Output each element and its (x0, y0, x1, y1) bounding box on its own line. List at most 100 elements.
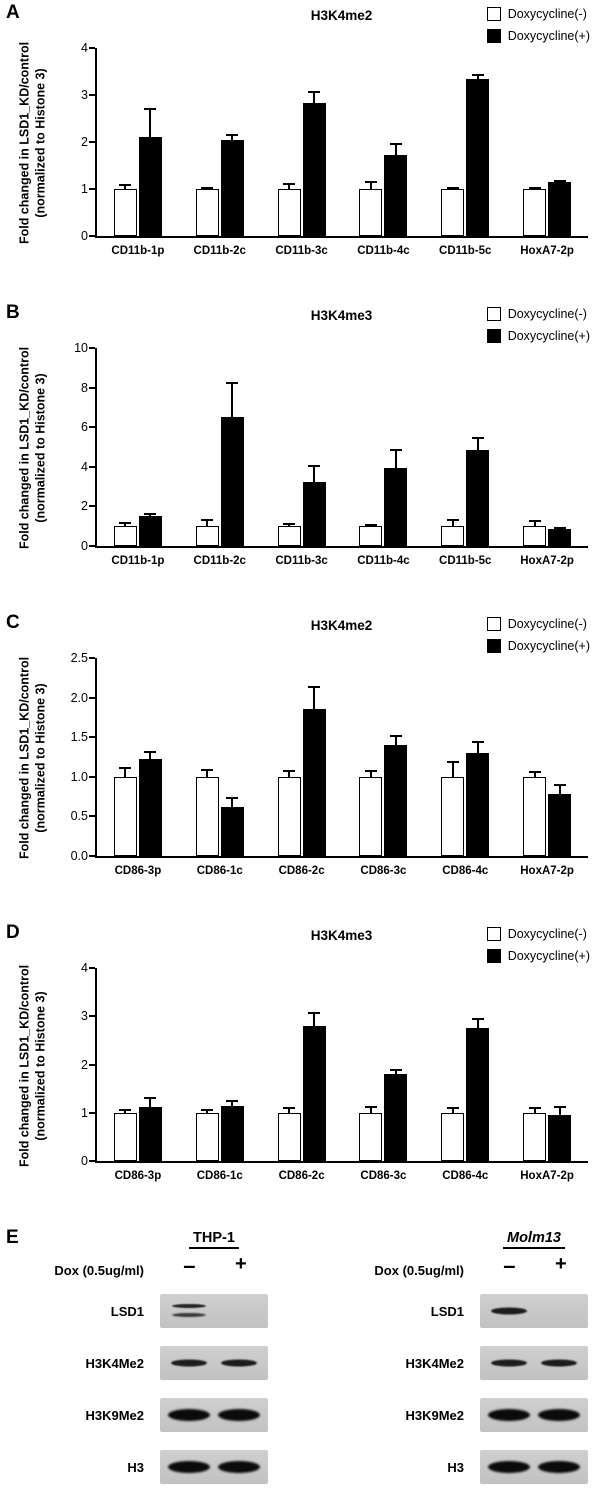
error-bar-cap (119, 1108, 132, 1111)
y-tick-label: 8 (81, 380, 88, 395)
protein-band (168, 1409, 211, 1421)
x-category-label: HoxA7-2p (520, 865, 574, 877)
bar-dox-plus (466, 1028, 490, 1161)
error-bar-cap (446, 1106, 459, 1109)
blot-row-h3k4me2: H3K4Me2 (40, 1337, 280, 1389)
dox-label: Dox (0.5ug/ml) (374, 1262, 464, 1278)
error-bar (553, 1105, 566, 1116)
x-category-label: HoxA7-2p (520, 1170, 574, 1182)
error-bar (446, 186, 459, 189)
error-bar (364, 1105, 377, 1113)
error-bar (528, 520, 541, 527)
x-category-label: CD11b-4c (357, 555, 410, 567)
bar-dox-minus (441, 1112, 465, 1161)
error-bar-stem (558, 1105, 561, 1116)
dox-label: Dox (0.5ug/ml) (54, 1262, 144, 1278)
protein-band (217, 1461, 260, 1473)
blot-image-h3k9me2 (160, 1398, 268, 1432)
bar-dox-plus (466, 78, 490, 236)
dox-row: Dox (0.5ug/ml) – + (40, 1253, 280, 1285)
y-axis-title-line2: (normalized to Histone 3) (33, 68, 47, 218)
blot-label: LSD1 (430, 1303, 464, 1319)
blot-label: LSD1 (110, 1303, 144, 1319)
bar-dox-plus (302, 103, 326, 236)
error-bar (283, 183, 296, 189)
y-tick (89, 386, 95, 389)
bar-dox-plus (220, 1105, 244, 1161)
error-bar-cap (446, 186, 459, 189)
error-bar-cap (283, 523, 296, 526)
bar-dox-plus (548, 181, 572, 236)
error-bar-cap (201, 186, 214, 189)
panel-b: B H3K4me3 Doxycycline(-) Doxycycline(+) … (0, 300, 600, 610)
legend-swatch-filled-icon (486, 639, 501, 653)
bar-group (261, 658, 343, 856)
bar-dox-minus (359, 189, 383, 236)
bar-dox-minus (113, 526, 137, 546)
legend-label: Doxycycline(-) (507, 927, 587, 941)
legend-item-dox-minus: Doxycycline(-) (486, 7, 590, 21)
bar-group (424, 348, 506, 546)
blot-row-lsd1: LSD1 (40, 1285, 280, 1337)
blot-label: H3 (447, 1459, 464, 1475)
y-tick (89, 657, 95, 659)
panel-d: D H3K4me3 Doxycycline(-) Doxycycline(+) … (0, 920, 600, 1225)
error-bar-cap (553, 1105, 566, 1108)
y-tick-label: 4 (81, 961, 88, 975)
protein-band (537, 1461, 580, 1473)
x-category-label: CD11b-4c (357, 245, 410, 257)
bar-dox-minus (113, 776, 137, 856)
bar-group (506, 968, 588, 1161)
error-bar-stem (231, 134, 234, 140)
error-bar-stem (394, 449, 397, 468)
blot-label: H3K4Me2 (405, 1355, 464, 1371)
y-tick (89, 1111, 95, 1114)
bar-dox-minus (523, 526, 547, 546)
legend-label: Doxycycline(+) (507, 29, 590, 43)
error-bar-cap (283, 770, 296, 773)
x-category-label: CD86-4c (442, 1170, 489, 1182)
y-axis-title-line2: (normalized to Histone 3) (33, 373, 47, 523)
y-tick-label: 3 (81, 1009, 88, 1024)
bar-dox-minus (441, 526, 465, 546)
error-bar-stem (369, 180, 372, 189)
bar-dox-plus (548, 1115, 572, 1161)
x-category-label: HoxA7-2p (520, 245, 574, 257)
protein-band (491, 1359, 528, 1367)
x-category-label: CD11b-2c (193, 245, 246, 257)
blot-group-molm13: Molm13 Dox (0.5ug/ml) – + LSD1 H3K4Me2 H… (330, 1229, 596, 1493)
error-bar (308, 464, 321, 482)
error-bar-cap (528, 1106, 541, 1109)
minus-sign: – (183, 1253, 196, 1278)
minus-sign: – (503, 1253, 516, 1278)
error-bar-stem (313, 90, 316, 104)
protein-band (217, 1409, 260, 1421)
plus-sign: + (235, 1253, 247, 1275)
y-axis-title-line1: Fold changed in LSD1_KD/control (17, 656, 32, 860)
bar-group (343, 348, 425, 546)
x-category-label: CD86-3p (114, 865, 162, 877)
error-bar (389, 449, 402, 468)
legend-label: Doxycycline(-) (507, 7, 587, 21)
bar-dox-minus (277, 526, 301, 546)
error-bar-cap (389, 1069, 402, 1072)
y-tick (89, 188, 95, 190)
error-bar-stem (288, 183, 291, 189)
bar-dox-plus (138, 759, 162, 856)
blot-image-h3 (480, 1450, 588, 1484)
y-tick-label: 1.0 (70, 769, 88, 784)
error-bar (201, 186, 214, 189)
error-bar-stem (476, 73, 479, 79)
x-category-label: CD86-1c (196, 1170, 243, 1182)
protein-band (488, 1461, 531, 1473)
error-bar (119, 184, 132, 189)
error-bar-stem (394, 1069, 397, 1075)
blot-row-h3k4me2: H3K4Me2 (330, 1337, 596, 1389)
legend-item-dox-plus: Doxycycline(+) (486, 949, 590, 963)
error-bar (528, 771, 541, 777)
bar-dox-plus (220, 139, 244, 236)
bar-dox-minus (195, 776, 219, 856)
bar-dox-plus (384, 467, 408, 546)
error-bar-cap (119, 766, 132, 769)
bar-group (261, 968, 343, 1161)
